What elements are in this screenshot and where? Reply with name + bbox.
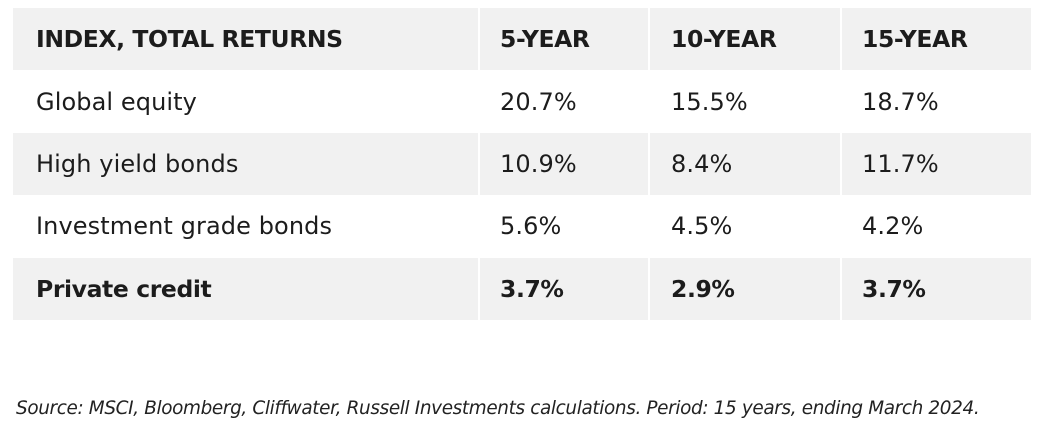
global-equity-10-year: 15.5%: [671, 87, 748, 116]
high-yield-bonds-15-year: 11.7%: [862, 149, 939, 178]
header-5-year: 5-YEAR: [500, 25, 590, 54]
table-row: Private credit 3.7% 2.9% 3.7%: [13, 257, 1031, 320]
column-divider: [478, 8, 480, 320]
column-divider: [840, 8, 842, 320]
column-divider: [648, 8, 650, 320]
global-equity-5-year: 20.7%: [500, 87, 577, 116]
header-15-year: 15-YEAR: [862, 25, 968, 54]
table-row: High yield bonds 10.9% 8.4% 11.7%: [13, 132, 1031, 196]
source-note: Source: MSCI, Bloomberg, Cliffwater, Rus…: [16, 398, 980, 419]
row-name-high-yield-bonds: High yield bonds: [36, 149, 239, 178]
investment-grade-bonds-15-year: 4.2%: [862, 212, 924, 241]
investment-grade-bonds-5-year: 5.6%: [500, 212, 562, 241]
row-name-investment-grade-bonds: Investment grade bonds: [36, 212, 333, 241]
returns-table: INDEX, TOTAL RETURNS 5-YEAR 10-YEAR 15-Y…: [13, 8, 1031, 320]
global-equity-15-year: 18.7%: [862, 87, 939, 116]
row-name-global-equity: Global equity: [36, 87, 197, 116]
investment-grade-bonds-10-year: 4.5%: [671, 212, 733, 241]
high-yield-bonds-5-year: 10.9%: [500, 149, 577, 178]
high-yield-bonds-10-year: 8.4%: [671, 149, 733, 178]
row-name-private-credit: Private credit: [36, 274, 212, 303]
private-credit-15-year: 3.7%: [862, 274, 926, 303]
table-row: Investment grade bonds 5.6% 4.5% 4.2%: [13, 195, 1031, 257]
private-credit-5-year: 3.7%: [500, 274, 564, 303]
table-row: Global equity 20.7% 15.5% 18.7%: [13, 70, 1031, 132]
private-credit-10-year: 2.9%: [671, 274, 735, 303]
header-10-year: 10-YEAR: [671, 25, 777, 54]
table-header-row: INDEX, TOTAL RETURNS 5-YEAR 10-YEAR 15-Y…: [13, 8, 1031, 71]
header-index-total-returns: INDEX, TOTAL RETURNS: [36, 25, 343, 54]
